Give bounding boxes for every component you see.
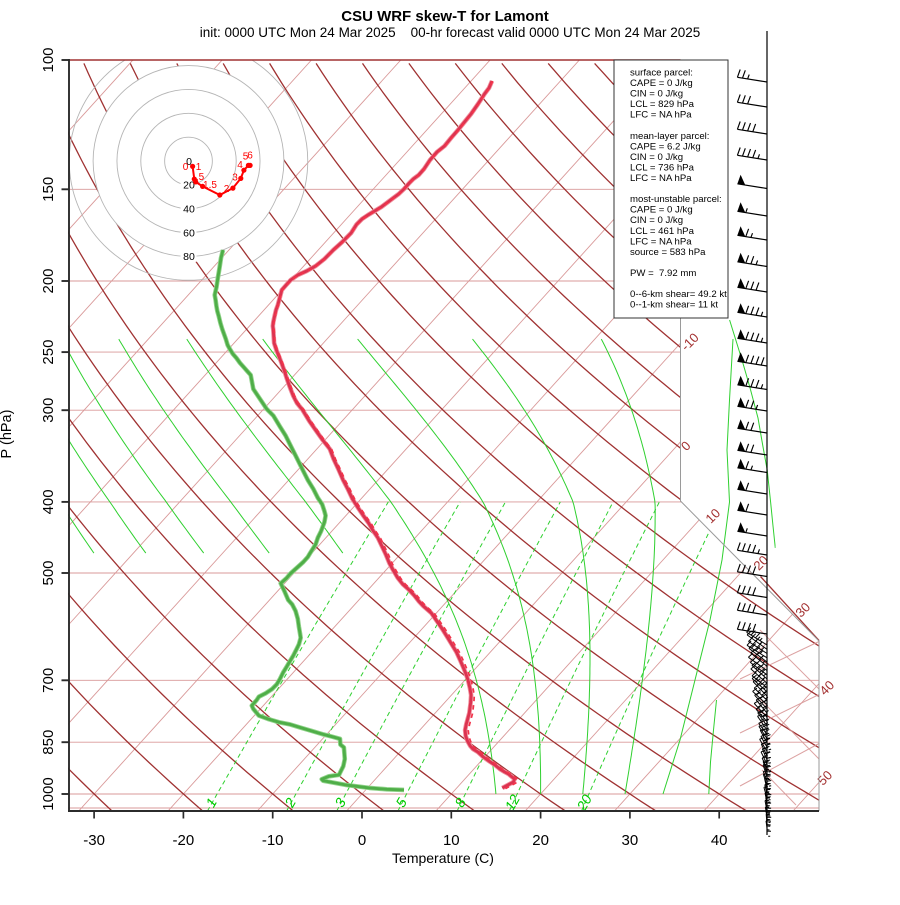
svg-text:CSU WRF skew-T for Lamont: CSU WRF skew-T for Lamont [341,8,549,25]
svg-text:Temperature (C): Temperature (C) [392,850,494,866]
svg-text:CIN = 0 J/kg: CIN = 0 J/kg [630,89,683,100]
svg-text:mean-layer parcel:: mean-layer parcel: [630,131,709,142]
svg-text:0--1-km shear= 11 kt: 0--1-km shear= 11 kt [630,300,718,311]
svg-text:1.5: 1.5 [203,180,217,191]
svg-text:100: 100 [40,47,57,72]
svg-text:LFC = NA hPa: LFC = NA hPa [630,236,692,247]
svg-text:most-unstable parcel:: most-unstable parcel: [630,194,722,205]
svg-text:LFC = NA hPa: LFC = NA hPa [630,173,692,184]
svg-text:0--6-km shear= 49.2 kt: 0--6-km shear= 49.2 kt [630,289,727,300]
svg-text:400: 400 [40,489,57,514]
svg-text:CAPE = 0 J/kg: CAPE = 0 J/kg [630,205,693,216]
svg-text:CAPE = 6.2 J/kg: CAPE = 6.2 J/kg [630,141,701,152]
svg-text:0: 0 [183,162,189,173]
svg-text:2: 2 [224,184,230,195]
svg-text:LCL = 736 hPa: LCL = 736 hPa [630,162,695,173]
svg-text:LFC = NA hPa: LFC = NA hPa [630,110,692,121]
svg-text:6: 6 [247,151,253,162]
svg-text:300: 300 [40,398,57,423]
svg-text:60: 60 [183,227,195,239]
svg-text:0: 0 [358,832,366,849]
svg-text:20: 20 [532,832,549,849]
svg-text:150: 150 [40,177,57,202]
svg-text:200: 200 [40,268,57,293]
svg-text:LCL = 829 hPa: LCL = 829 hPa [630,99,695,110]
svg-text:CIN = 0 J/kg: CIN = 0 J/kg [630,215,683,226]
svg-text:LCL = 461 hPa: LCL = 461 hPa [630,226,695,237]
svg-text:850: 850 [40,730,57,755]
svg-text:80: 80 [183,251,195,263]
svg-text:10: 10 [443,832,460,849]
svg-text:30: 30 [622,832,639,849]
svg-text:source = 583 hPa: source = 583 hPa [630,247,706,258]
svg-text:-30: -30 [83,832,105,849]
svg-text:-10: -10 [262,832,284,849]
svg-text:surface parcel:: surface parcel: [630,68,693,79]
svg-text:40: 40 [183,204,195,216]
svg-text:init: 0000 UTC Mon 24 Mar 2025: init: 0000 UTC Mon 24 Mar 2025 00-hr for… [200,25,701,40]
svg-text:700: 700 [40,668,57,693]
svg-text:-20: -20 [173,832,195,849]
svg-text:CAPE = 0 J/kg: CAPE = 0 J/kg [630,78,693,89]
svg-text:500: 500 [40,560,57,585]
svg-text:P (hPa): P (hPa) [0,410,15,459]
svg-text:1000: 1000 [40,777,57,810]
svg-text:40: 40 [711,832,728,849]
svg-text:CIN = 0 J/kg: CIN = 0 J/kg [630,152,683,163]
svg-text:PW = 7.92 mm: PW = 7.92 mm [630,268,696,279]
svg-text:250: 250 [40,340,57,365]
svg-text:3: 3 [232,173,238,184]
